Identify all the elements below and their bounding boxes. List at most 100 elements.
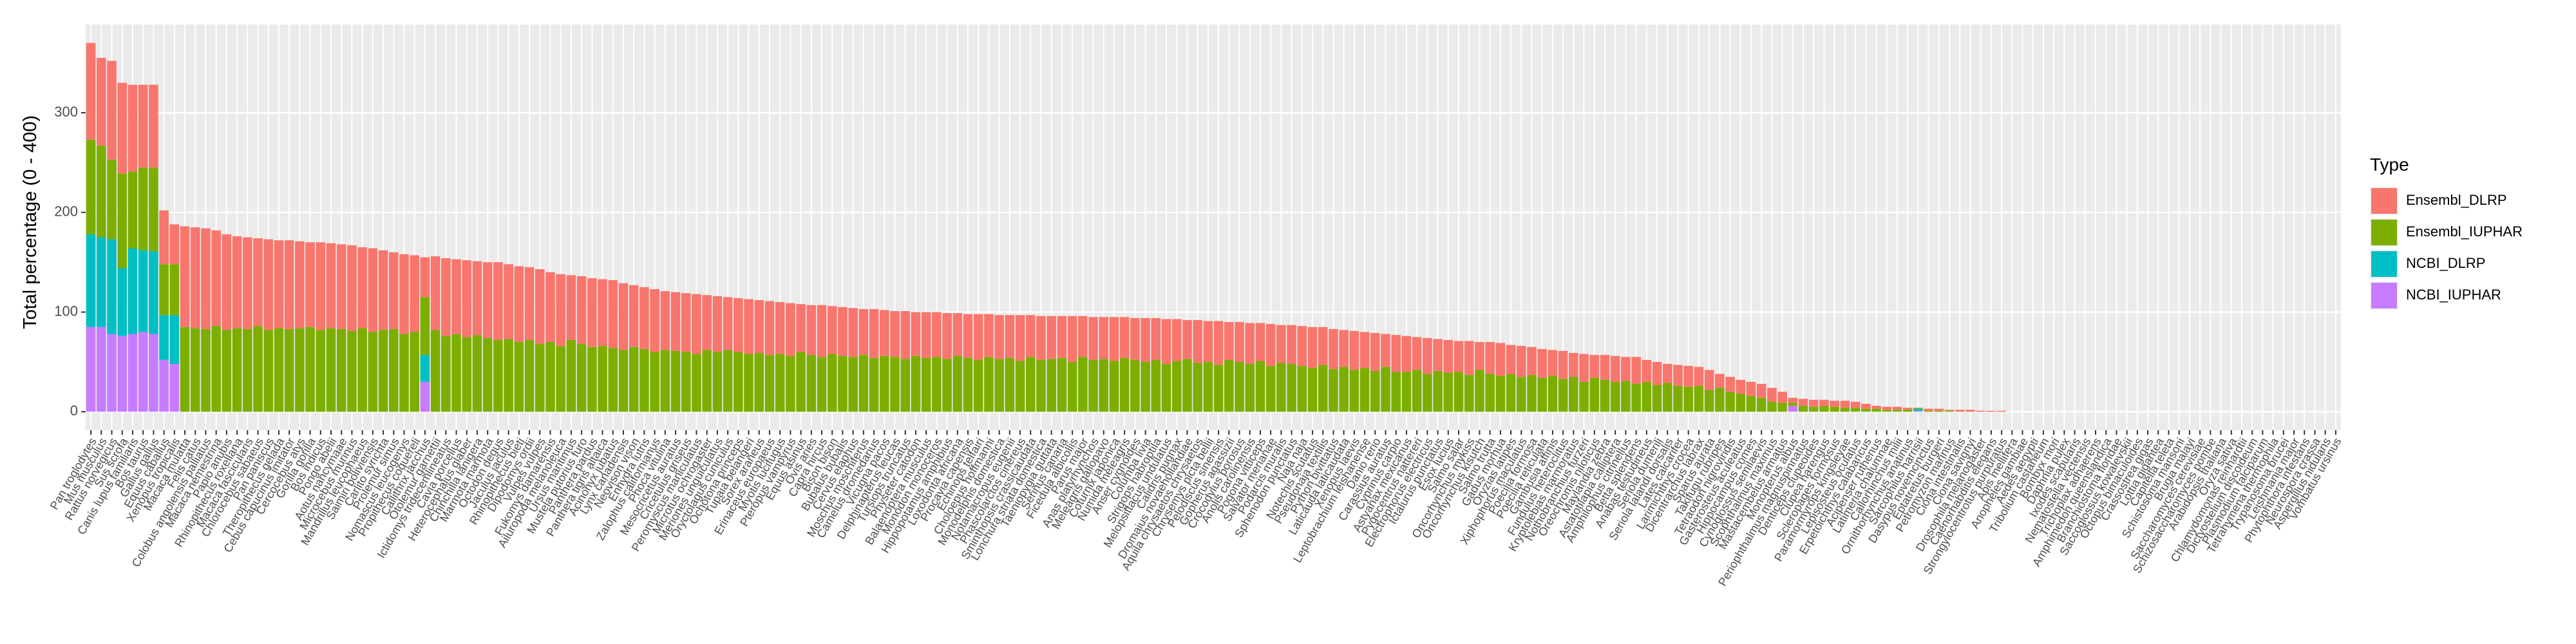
bar-segment: [639, 287, 649, 349]
bar-segment: [159, 315, 169, 360]
bar-segment: [1485, 374, 1495, 412]
bar-segment: [451, 259, 461, 334]
bar-segment: [97, 146, 106, 238]
bar-segment: [462, 337, 472, 412]
bar-segment: [420, 355, 430, 382]
bar-segment: [639, 348, 649, 412]
bar-segment: [1808, 399, 1819, 407]
bar-segment: [1224, 359, 1234, 412]
bar-segment: [1443, 372, 1454, 412]
bar-segment: [629, 285, 639, 347]
bar-segment: [1621, 381, 1631, 412]
bar-segment: [128, 334, 138, 412]
bar-segment: [1433, 370, 1443, 412]
bar-segment: [1464, 375, 1474, 412]
bar-segment: [535, 269, 545, 345]
bar-segment: [1694, 386, 1704, 412]
bar-segment: [1715, 374, 1725, 388]
bar-segment: [357, 328, 367, 412]
bar-segment: [326, 243, 336, 328]
bar-segment: [462, 260, 472, 337]
bar-segment: [712, 352, 723, 412]
bar-segment: [1944, 410, 1955, 411]
bar-segment: [1088, 359, 1098, 412]
bar-segment: [1662, 383, 1672, 412]
bar-segment: [890, 357, 900, 412]
bar-segment: [1548, 350, 1558, 376]
bar-segment: [524, 339, 535, 412]
bar-segment: [97, 57, 106, 146]
bar-segment: [942, 313, 952, 359]
bar-segment: [1840, 401, 1850, 408]
bar-segment: [1339, 366, 1349, 412]
bar-segment: [347, 330, 357, 412]
bar-segment: [190, 227, 200, 328]
bar-segment: [660, 350, 670, 412]
bar-segment: [932, 312, 942, 357]
bar-segment: [284, 328, 294, 412]
bar-segment: [1558, 350, 1568, 379]
bar-segment: [608, 348, 618, 412]
bar-segment: [1057, 357, 1067, 412]
bar-segment: [1412, 337, 1422, 370]
bar-segment: [650, 352, 659, 412]
bar-segment: [1276, 325, 1286, 363]
bar-segment: [305, 327, 315, 412]
bar-segment: [817, 305, 827, 357]
bar-segment: [1642, 381, 1652, 412]
bar-segment: [1171, 361, 1182, 412]
bar-segment: [1287, 364, 1296, 412]
bar-segment: [1819, 406, 1829, 412]
bar-segment: [1359, 332, 1370, 368]
bar-segment: [420, 381, 430, 412]
bar-segment: [1882, 406, 1892, 410]
bar-segment: [514, 266, 524, 343]
bar-segment: [1213, 321, 1224, 365]
bar-segment: [1798, 406, 1808, 412]
bar-segment: [1944, 410, 1955, 412]
bar-segment: [107, 159, 117, 240]
bar-segment: [1662, 364, 1672, 383]
bar-segment: [1704, 370, 1714, 390]
bar-segment: [451, 334, 461, 412]
bar-segment: [587, 278, 597, 347]
bar-segment: [1339, 330, 1349, 367]
bar-segment: [1171, 319, 1182, 361]
bar-segment: [1141, 317, 1150, 362]
bar-segment: [504, 264, 513, 339]
bar-segment: [702, 350, 712, 412]
bar-segment: [1527, 375, 1537, 412]
bar-segment: [702, 295, 712, 350]
bar-segment: [1850, 401, 1861, 408]
bar-segment: [994, 359, 1004, 412]
bar-segment: [1715, 388, 1725, 412]
bar-segment: [848, 357, 858, 412]
bar-segment: [117, 82, 128, 174]
bar-segment: [149, 167, 158, 252]
bar-segment: [1725, 377, 1735, 392]
bar-segment: [1015, 361, 1025, 412]
bar-segment: [1652, 384, 1662, 412]
bar-segment: [1401, 336, 1412, 372]
bar-segment: [1464, 341, 1474, 375]
bar-segment: [1600, 355, 1610, 380]
bar-segment: [566, 339, 576, 412]
bar-segment: [984, 314, 994, 357]
bar-segment: [670, 292, 681, 351]
bar-segment: [1798, 399, 1808, 406]
bar-segment: [879, 310, 889, 356]
bar-segment: [1600, 379, 1610, 412]
bar-segment: [1830, 401, 1839, 407]
bar-segment: [838, 355, 848, 412]
bar-segment: [326, 328, 336, 412]
bar-segment: [670, 350, 681, 412]
bar-segment: [1569, 353, 1578, 377]
legend-title: Type: [2370, 155, 2409, 175]
bar-segment: [1213, 365, 1224, 412]
bar-segment: [472, 335, 482, 412]
bar-segment: [472, 261, 482, 336]
bar-segment: [1955, 410, 1965, 412]
bar-segment: [796, 352, 806, 412]
bar-segment: [1329, 368, 1338, 412]
